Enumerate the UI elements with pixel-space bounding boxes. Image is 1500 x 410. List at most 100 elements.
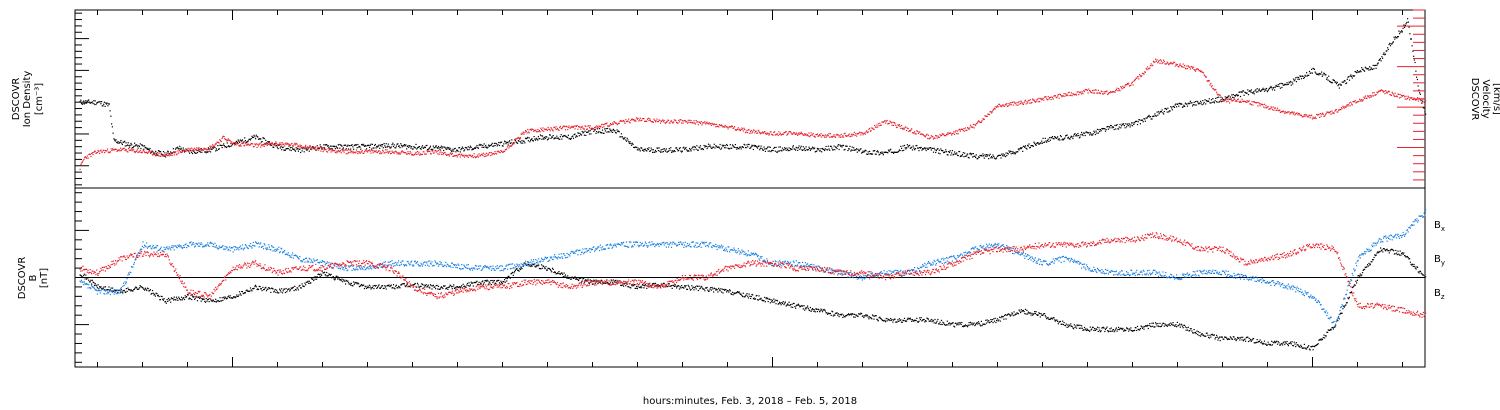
bx-point (80, 274, 82, 277)
bx-point (517, 269, 519, 272)
bx-point (319, 275, 321, 277)
bx-point (231, 297, 233, 299)
density-point (607, 131, 609, 133)
bx-point (345, 283, 347, 285)
velocity-point (1396, 95, 1398, 97)
velocity-point (1119, 90, 1121, 92)
density-point (1354, 70, 1356, 73)
velocity-point (1292, 113, 1295, 115)
velocity-point (898, 125, 900, 127)
velocity-point (1094, 89, 1096, 91)
density-point (241, 139, 244, 141)
density-point (676, 148, 678, 150)
density-point (1263, 88, 1265, 91)
density-point (1197, 103, 1199, 105)
density-point (662, 151, 665, 153)
velocity-point (464, 156, 466, 158)
bx-point (758, 295, 760, 297)
velocity-point (138, 151, 140, 153)
velocity-point (594, 126, 596, 128)
density-point (1281, 86, 1283, 89)
velocity-point (1340, 109, 1342, 111)
density-point (102, 105, 104, 107)
velocity-point (127, 151, 129, 153)
density-point (1314, 71, 1316, 73)
velocity-point (930, 135, 932, 137)
velocity-point (362, 152, 364, 154)
velocity-point (848, 134, 850, 136)
bx-point (195, 295, 197, 297)
velocity-point (980, 121, 982, 124)
velocity-point (935, 135, 937, 137)
bx-point (651, 284, 653, 286)
density-point (807, 149, 809, 151)
density-point (902, 145, 904, 147)
bx-point (884, 319, 886, 321)
density-point (713, 146, 715, 148)
density-point (1289, 82, 1291, 84)
density-point (1195, 104, 1197, 106)
density-point (744, 146, 747, 149)
bx-point (512, 274, 514, 276)
velocity-point (311, 147, 313, 149)
density-point (895, 151, 898, 153)
bx-point (316, 278, 318, 280)
density-point (673, 150, 675, 152)
velocity-point (1217, 94, 1219, 96)
density-point (723, 147, 726, 149)
bx-point (720, 288, 722, 290)
density-point (1407, 21, 1409, 23)
bx-point (160, 295, 162, 297)
density-point (432, 149, 434, 151)
velocity-point (504, 150, 506, 153)
velocity-point (658, 119, 660, 121)
velocity-point (269, 142, 271, 144)
velocity-point (324, 148, 326, 150)
density-point (779, 146, 781, 148)
density-point (1247, 89, 1249, 91)
bx-point (440, 287, 442, 289)
bx-point (633, 284, 636, 286)
bx-point (286, 289, 289, 291)
density-point (702, 148, 704, 151)
bx-point (429, 284, 432, 286)
density-point (233, 142, 235, 144)
bx-point (875, 315, 877, 317)
density-point (807, 148, 809, 151)
density-point (652, 151, 654, 153)
bx-point (296, 287, 298, 289)
bx-point (601, 279, 603, 281)
velocity-point (196, 149, 199, 152)
velocity-point (453, 155, 456, 157)
density-point (143, 148, 145, 150)
density-point (736, 148, 738, 150)
velocity-point (646, 118, 649, 120)
bx-point (194, 298, 196, 300)
density-point (1208, 100, 1210, 102)
density-point (1150, 118, 1152, 120)
velocity-point (876, 124, 878, 126)
velocity-point (409, 151, 411, 153)
bx-point (754, 298, 757, 300)
bx-point (607, 282, 609, 285)
velocity-point (956, 130, 959, 132)
density-point (294, 150, 297, 152)
density-point (1051, 136, 1054, 138)
velocity-point (892, 121, 894, 123)
bx-point (254, 285, 256, 287)
bx-point (761, 299, 763, 301)
velocity-point (1218, 94, 1220, 96)
velocity-point (1239, 101, 1241, 103)
velocity-point (871, 127, 874, 129)
velocity-point (1207, 80, 1209, 83)
bx-point (257, 288, 259, 290)
density-point (572, 135, 574, 137)
density-point (387, 145, 389, 147)
bx-point (853, 316, 855, 318)
density-point (716, 146, 718, 148)
velocity-point (971, 126, 973, 128)
bx-point (833, 314, 835, 316)
bx-point (821, 311, 824, 313)
velocity-point (277, 144, 279, 146)
velocity-point (94, 150, 96, 152)
